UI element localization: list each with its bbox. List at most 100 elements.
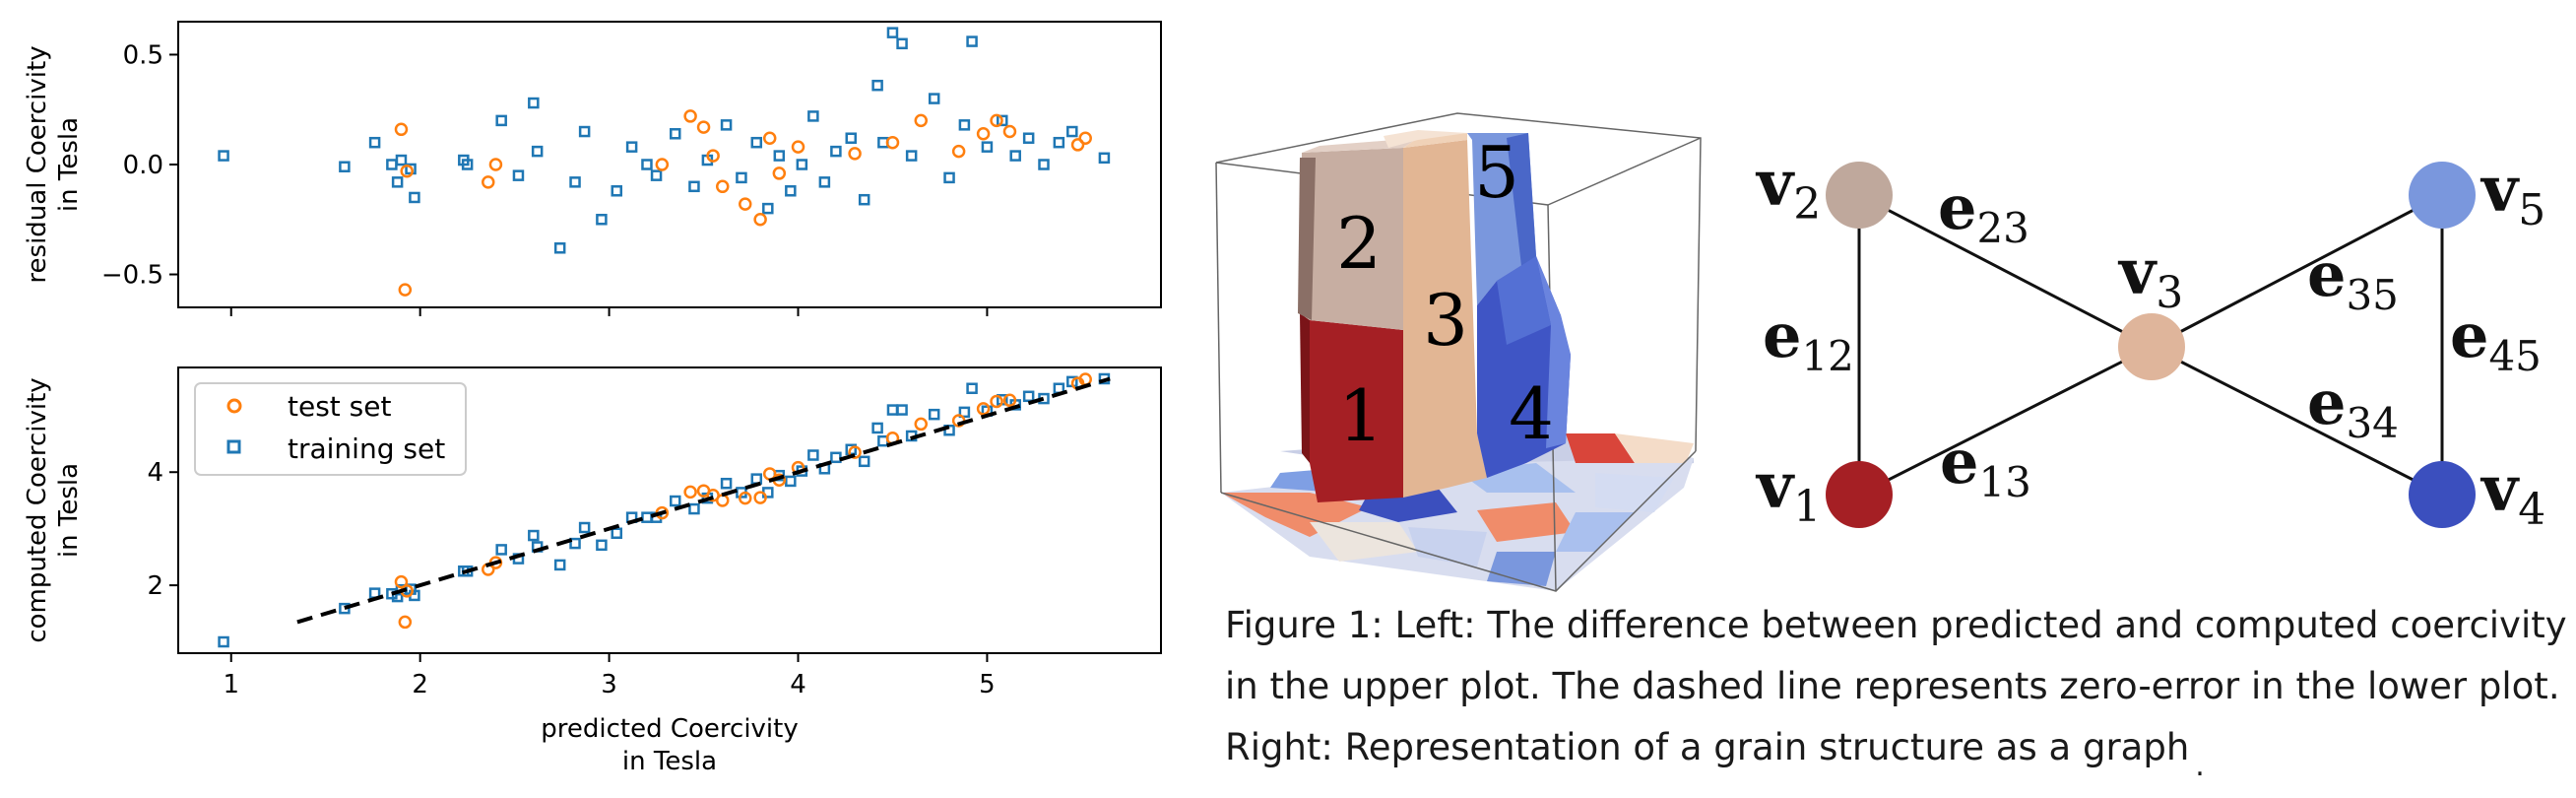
residual-test-point — [683, 109, 697, 123]
residual-y-ticks: 0.5 0.0 −0.5 — [101, 40, 178, 291]
parity-training-point — [670, 495, 681, 507]
edge-v1-v3 — [1858, 345, 2153, 497]
parity-training-point — [569, 537, 581, 550]
residual-test-point — [1070, 138, 1085, 152]
residual-training-point — [1053, 136, 1065, 149]
residual-training-point — [531, 145, 544, 158]
edge-label-e23: e23 — [1938, 171, 2029, 252]
legend: test set training set — [194, 382, 467, 476]
residual-training-point — [461, 159, 474, 170]
residual-training-point — [391, 176, 404, 188]
parity-test-point — [739, 491, 752, 505]
caption-line-3: Right: Representation of a grain structu… — [1225, 717, 2574, 783]
residual-training-point — [871, 79, 883, 92]
residual-test-point — [951, 144, 966, 159]
node-v2 — [1826, 162, 1893, 229]
parity-xtick-label: 2 — [412, 670, 428, 699]
node-v1 — [1826, 461, 1893, 528]
parity-training-point — [830, 451, 842, 464]
grain-label-4: 4 — [1509, 372, 1554, 455]
parity-test-point — [990, 394, 1003, 409]
parity-ylabel-line2: in Tesla — [54, 463, 84, 558]
residual-training-point — [773, 150, 786, 162]
residual-training-point — [339, 161, 351, 172]
grain-label-1: 1 — [1338, 374, 1384, 457]
node-label-v5: v5 — [2479, 153, 2545, 235]
parity-training-point — [871, 422, 883, 434]
parity-plot-frame — [177, 366, 1162, 654]
parity-training-point — [928, 408, 940, 421]
parity-training-point — [886, 404, 899, 416]
residual-test-point — [753, 213, 767, 227]
residual-test-point — [400, 164, 414, 178]
residual-training-point — [512, 169, 525, 181]
edge-label-e12: e12 — [1763, 299, 1854, 380]
residual-test-point — [990, 113, 1003, 128]
residual-training-point — [641, 159, 653, 170]
residual-training-point — [845, 132, 857, 144]
parity-training-point — [611, 527, 623, 540]
residual-training-point — [966, 35, 978, 47]
caption-line-1: Figure 1: Left: The difference between p… — [1225, 604, 2567, 646]
residual-training-point — [409, 191, 420, 204]
residual-training-point — [981, 141, 994, 153]
residual-training-point — [858, 193, 870, 206]
residual-training-point — [611, 185, 623, 197]
residual-test-point — [696, 120, 711, 134]
node-label-v3: v3 — [2117, 235, 2183, 318]
residual-test-point — [885, 135, 900, 150]
parity-test-point — [394, 574, 409, 589]
grain-structure-3d: 1 2 3 4 5 — [1215, 112, 1702, 592]
parity-training-point — [785, 475, 797, 488]
node-label-v4: v4 — [2479, 452, 2545, 535]
edge-v2-v3 — [1858, 193, 2153, 349]
parity-x-ticks: 1 2 3 4 5 — [223, 653, 996, 699]
residual-training-point — [896, 37, 908, 50]
residual-training-point — [1066, 125, 1078, 138]
residual-plot: 0.5 0.0 −0.5 residual Coercivity in Tesla — [23, 21, 1162, 316]
residual-test-point — [976, 127, 991, 141]
residual-test-point — [655, 158, 670, 171]
legend-box — [194, 382, 467, 476]
residual-ytick-label: 0.0 — [123, 151, 163, 180]
residual-test-point — [914, 113, 929, 128]
residual-training-point — [830, 145, 842, 158]
residual-training-point — [1098, 152, 1111, 165]
parity-xtick-label: 4 — [790, 670, 806, 699]
residual-test-point — [1078, 131, 1092, 145]
residual-training-point — [1009, 150, 1021, 162]
residual-test-point — [791, 140, 805, 154]
parity-xtick-label: 3 — [601, 670, 617, 699]
figure-caption: Figure 1: Left: The difference between p… — [1225, 595, 2574, 783]
parity-xlabel-line2: in Tesla — [622, 747, 717, 776]
parity-test-point — [1002, 393, 1017, 408]
edge-label-e45: e45 — [2450, 299, 2542, 380]
edge-v3-v5 — [2151, 193, 2443, 349]
parity-training-point — [578, 521, 591, 534]
residual-training-point — [395, 154, 408, 166]
edge-v3-v4 — [2151, 345, 2443, 497]
parity-training-point — [495, 544, 507, 556]
residual-plot-frame — [177, 21, 1162, 308]
parity-training-point — [858, 455, 870, 468]
parity-training-point — [720, 477, 733, 490]
legend-training-marker — [226, 439, 241, 454]
edge-label-e34: e34 — [2307, 366, 2399, 447]
node-v4 — [2409, 461, 2476, 528]
parity-training-point — [218, 635, 229, 648]
residual-x-ticks — [229, 307, 989, 316]
parity-test-point — [976, 402, 991, 416]
residual-training-point — [1022, 132, 1035, 144]
parity-xlabel-line1: predicted Coercivity — [541, 714, 799, 744]
parity-test-point — [848, 445, 862, 459]
grain-1 — [1310, 320, 1403, 502]
grain-label-3: 3 — [1423, 279, 1468, 362]
residual-training-point — [553, 242, 566, 254]
residual-training-point — [578, 125, 591, 138]
parity-test-point — [398, 615, 413, 630]
parity-training-point — [845, 443, 857, 456]
residual-training-point — [750, 136, 763, 149]
residual-test-point — [398, 283, 413, 297]
zero-error-dashed-line — [296, 376, 1111, 625]
